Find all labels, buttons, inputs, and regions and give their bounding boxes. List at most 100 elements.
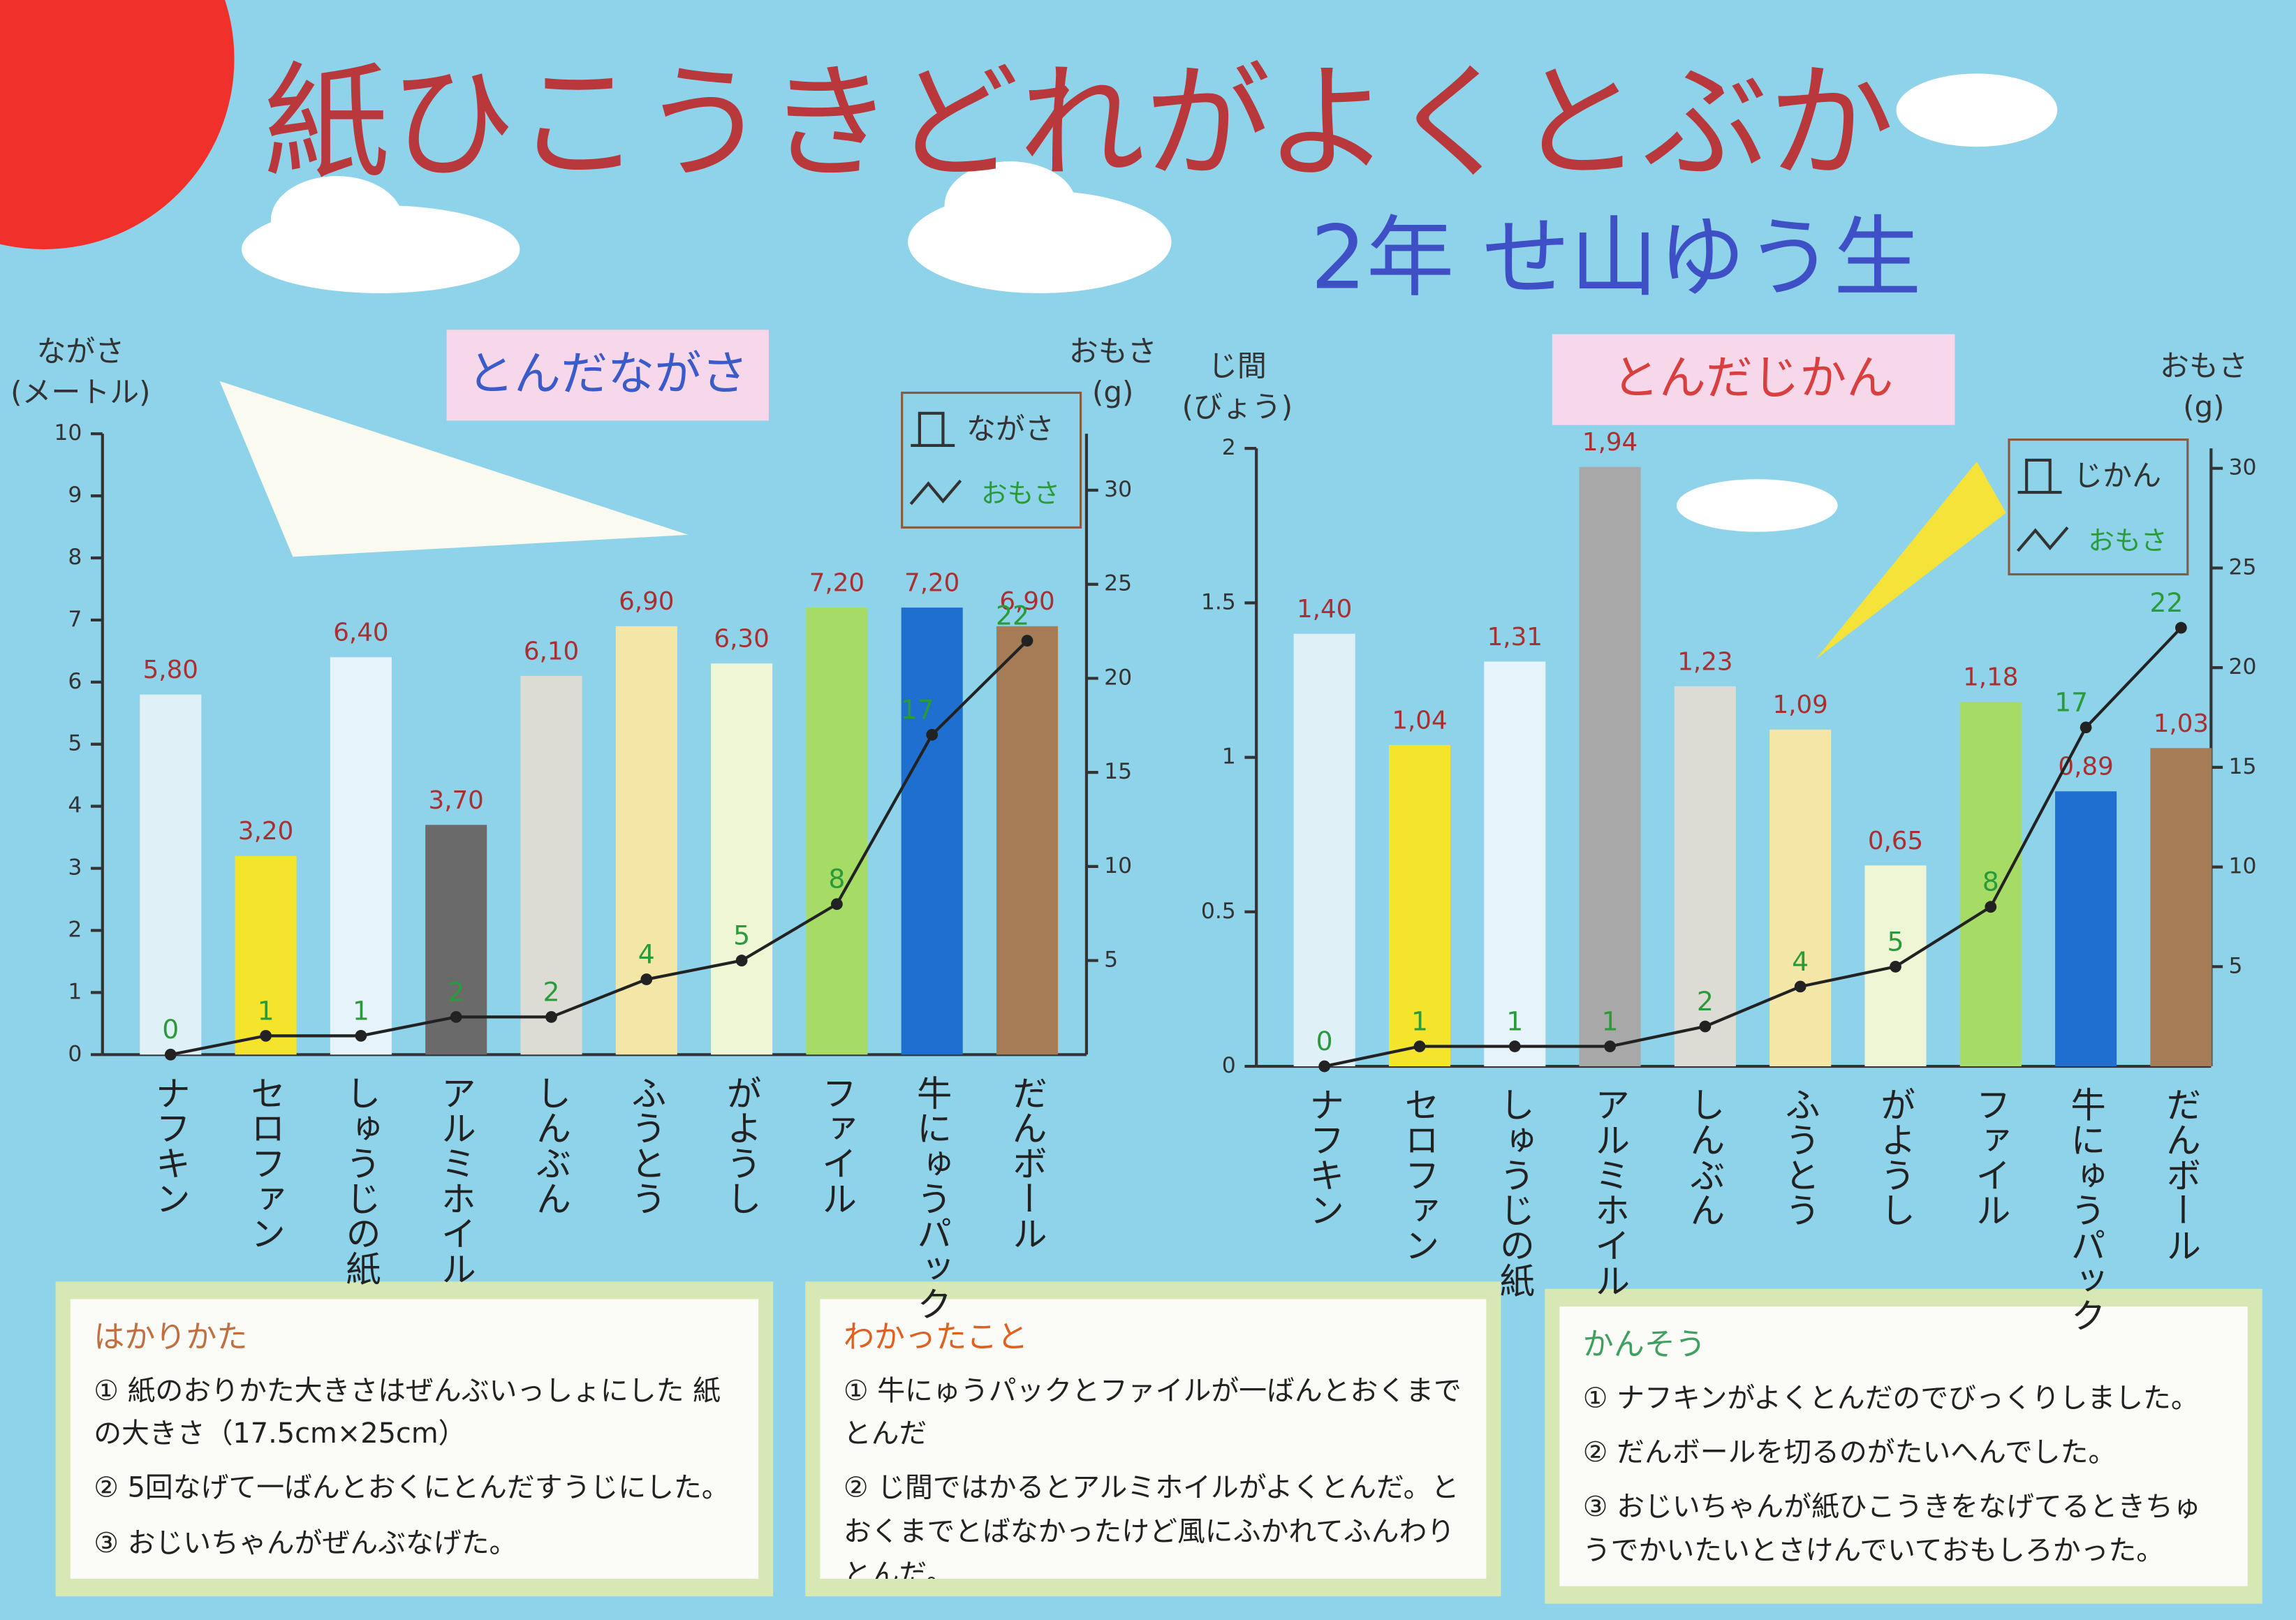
bar bbox=[1674, 686, 1736, 1067]
note-box: はかりかた ① 紙のおりかた大きさはぜんぶいっしょにした 紙の大きさ（17.5cm… bbox=[70, 1299, 759, 1579]
y-axis-label: (メートル) bbox=[10, 375, 150, 409]
y2-tick-label: 25 bbox=[1104, 571, 1132, 596]
paper-plane bbox=[219, 381, 689, 557]
x-tick-label: 牛にゅうパック bbox=[2066, 1087, 2107, 1332]
note-item: ② だんボールを切るのがたいへんでした。 bbox=[1582, 1436, 2117, 1469]
bar-value-label: 3,20 bbox=[238, 817, 293, 846]
legend-bar-icon bbox=[2017, 458, 2062, 494]
poster-title: 紙ひこうきどれがよくとぶか bbox=[263, 50, 1894, 197]
weight-label: 22 bbox=[996, 601, 1029, 631]
bar-value-label: 1,31 bbox=[1487, 623, 1543, 651]
y2-axis-label: (g) bbox=[1092, 375, 1133, 409]
bar bbox=[1579, 466, 1641, 1067]
y-axis-label: ながさ bbox=[36, 334, 124, 368]
x-tick-label: しゅうじの紙 bbox=[340, 1075, 381, 1286]
note-box: かんそう ① ナフキンがよくとんだのでびっくりしました。 ② だんボールを切るのがた… bbox=[1559, 1306, 2248, 1586]
bar bbox=[806, 608, 868, 1055]
weight-label: 17 bbox=[901, 694, 934, 725]
x-tick-label: しゅうじの紙 bbox=[1494, 1087, 1536, 1297]
chart-title: とんだながさ bbox=[467, 346, 749, 401]
chart-title-box bbox=[446, 330, 769, 421]
y2-tick-label: 20 bbox=[1104, 665, 1132, 690]
y2-tick-label: 15 bbox=[2229, 754, 2257, 779]
weight-label: 5 bbox=[1887, 926, 1904, 957]
legend-bar-icon bbox=[911, 411, 955, 448]
y2-tick-label: 5 bbox=[1104, 948, 1118, 973]
bar bbox=[1959, 701, 2022, 1067]
note-item: ② じ間ではかるとアルミホイルがよくとんだ。とおくまでとばなかったけど風にふかれ… bbox=[843, 1472, 1459, 1579]
bar bbox=[140, 694, 202, 1055]
x-tick-label: ファイル bbox=[816, 1075, 858, 1216]
x-tick-label: 牛にゅうパック bbox=[911, 1075, 952, 1321]
y2-tick-label: 15 bbox=[1104, 759, 1132, 784]
bar-value-label: 0,89 bbox=[2058, 753, 2113, 781]
weight-point bbox=[1699, 1020, 1712, 1033]
bar-value-label: 1,03 bbox=[2154, 709, 2209, 738]
bar-value-label: 7,20 bbox=[904, 569, 959, 598]
x-tick-label: ファイル bbox=[1970, 1087, 2011, 1227]
weight-point bbox=[1508, 1040, 1521, 1052]
bar bbox=[235, 855, 297, 1055]
bar bbox=[901, 608, 963, 1055]
bar-value-label: 1,94 bbox=[1582, 428, 1638, 457]
weight-point bbox=[1413, 1040, 1426, 1052]
legend-box bbox=[901, 391, 1082, 529]
y-tick-label: 7 bbox=[68, 607, 82, 632]
bar bbox=[615, 626, 677, 1055]
y-tick-label: 1 bbox=[68, 979, 82, 1004]
note-text: かんそう ① ナフキンがよくとんだのでびっくりしました。 ② だんボールを切るのがた… bbox=[1559, 1306, 2248, 1586]
paper-plane bbox=[1816, 462, 2006, 660]
y-tick-label: 10 bbox=[54, 420, 82, 446]
y2-tick-label: 25 bbox=[2229, 554, 2257, 580]
weight-point bbox=[640, 973, 653, 985]
bar bbox=[996, 626, 1059, 1055]
y-tick-label: 0.5 bbox=[1201, 899, 1236, 924]
note-box: わかったこと ① 牛にゅうパックとファイルが一ばんとおくまでとんだ ② じ間ではかる… bbox=[820, 1299, 1487, 1579]
note-heading: はかりかた bbox=[94, 1319, 248, 1355]
note-item: ③ おじいちゃんが紙ひこうきをなげてるときちゅうでかいたいとさけんでいておもしろ… bbox=[1582, 1492, 2201, 1567]
weight-label: 1 bbox=[258, 995, 274, 1026]
bar bbox=[711, 663, 773, 1055]
x-tick-label: ナフキン bbox=[1304, 1087, 1345, 1227]
weight-label: 0 bbox=[162, 1014, 179, 1045]
note-item: ① 紙のおりかた大きさはぜんぶいっしょにした 紙の大きさ（17.5cm×25cm… bbox=[94, 1374, 721, 1450]
note-item: ① 牛にゅうパックとファイルが一ばんとおくまでとんだ bbox=[843, 1374, 1462, 1450]
bar bbox=[2055, 791, 2117, 1067]
y-tick-label: 4 bbox=[68, 793, 82, 818]
weight-label: 2 bbox=[448, 976, 464, 1007]
weight-label: 1 bbox=[353, 995, 369, 1026]
bar-value-label: 6,10 bbox=[524, 637, 579, 665]
y-tick-label: 6 bbox=[68, 669, 82, 694]
weight-point bbox=[2080, 721, 2092, 734]
weight-point bbox=[355, 1029, 367, 1042]
bar-value-label: 6,40 bbox=[333, 619, 388, 647]
y-tick-label: 2 bbox=[1222, 435, 1236, 460]
x-tick-label: セロファン bbox=[245, 1075, 286, 1251]
clouds bbox=[241, 73, 2058, 532]
x-tick-label: アルミホイル bbox=[436, 1075, 477, 1286]
legend-label: じかん bbox=[2073, 459, 2161, 493]
bar-value-label: 6,90 bbox=[619, 587, 674, 616]
y-tick-label: 1 bbox=[1222, 744, 1236, 770]
bar bbox=[520, 675, 582, 1055]
weight-point bbox=[2175, 621, 2187, 634]
weight-point bbox=[1021, 635, 1033, 647]
weight-point bbox=[1318, 1060, 1331, 1073]
weight-point bbox=[1604, 1040, 1616, 1052]
sun bbox=[0, 0, 235, 249]
y2-axis-label: おもさ bbox=[2160, 348, 2248, 383]
y2-axis-label: おもさ bbox=[1069, 334, 1157, 368]
weight-label: 22 bbox=[2149, 587, 2183, 618]
y-tick-label: 0 bbox=[1222, 1053, 1236, 1078]
bar bbox=[2150, 748, 2212, 1067]
weight-point bbox=[260, 1029, 272, 1042]
note-heading: わかったこと bbox=[843, 1319, 1029, 1355]
weight-label: 0 bbox=[1316, 1026, 1333, 1056]
note-text: はかりかた ① 紙のおりかた大きさはぜんぶいっしょにした 紙の大きさ（17.5cm… bbox=[70, 1299, 759, 1579]
y-axis-label: (びょう) bbox=[1182, 390, 1293, 424]
weight-label: 4 bbox=[638, 938, 655, 969]
weight-point bbox=[450, 1011, 462, 1023]
bar bbox=[1769, 729, 1832, 1067]
weight-label: 1 bbox=[1602, 1006, 1619, 1036]
